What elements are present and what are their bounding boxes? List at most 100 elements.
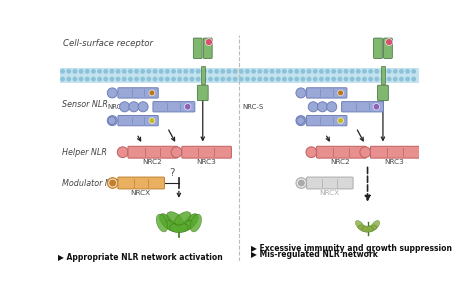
Ellipse shape: [160, 214, 174, 229]
Ellipse shape: [184, 214, 198, 229]
Circle shape: [411, 69, 416, 74]
Circle shape: [109, 69, 114, 74]
Circle shape: [196, 76, 201, 81]
Circle shape: [107, 178, 118, 188]
Circle shape: [306, 76, 311, 81]
Ellipse shape: [164, 220, 182, 232]
Circle shape: [91, 69, 96, 74]
Circle shape: [338, 90, 344, 96]
Circle shape: [331, 76, 336, 81]
Circle shape: [122, 76, 127, 81]
Bar: [201, 66, 205, 84]
Circle shape: [190, 69, 194, 74]
Circle shape: [360, 147, 371, 158]
FancyBboxPatch shape: [118, 88, 158, 98]
Circle shape: [184, 69, 188, 74]
Circle shape: [399, 69, 404, 74]
Circle shape: [226, 69, 232, 74]
Circle shape: [233, 76, 238, 81]
Circle shape: [325, 76, 330, 81]
Bar: [60, 67, 419, 83]
Circle shape: [344, 76, 348, 81]
Circle shape: [208, 76, 213, 81]
Circle shape: [405, 69, 410, 74]
Text: NRC2: NRC2: [142, 159, 162, 165]
Circle shape: [368, 76, 373, 81]
Circle shape: [226, 76, 232, 81]
Circle shape: [116, 76, 120, 81]
Circle shape: [202, 76, 207, 81]
FancyBboxPatch shape: [306, 115, 347, 126]
Circle shape: [146, 76, 151, 81]
Circle shape: [288, 76, 293, 81]
FancyBboxPatch shape: [182, 146, 232, 158]
Text: Modulator NLR: Modulator NLR: [62, 178, 121, 188]
Circle shape: [245, 69, 250, 74]
Circle shape: [129, 102, 139, 112]
Circle shape: [153, 76, 157, 81]
FancyBboxPatch shape: [198, 85, 208, 100]
Circle shape: [399, 76, 404, 81]
Circle shape: [208, 69, 213, 74]
Circle shape: [109, 76, 114, 81]
Text: NRCX: NRCX: [319, 190, 339, 195]
Circle shape: [103, 76, 108, 81]
Circle shape: [296, 178, 307, 188]
Circle shape: [381, 69, 385, 74]
Text: Helper NLR: Helper NLR: [62, 148, 107, 157]
Circle shape: [294, 76, 299, 81]
Circle shape: [338, 118, 344, 124]
Ellipse shape: [156, 214, 168, 232]
Text: NRCX: NRCX: [130, 190, 150, 195]
Circle shape: [296, 116, 306, 126]
Circle shape: [362, 69, 367, 74]
Text: NRC2: NRC2: [331, 159, 350, 165]
Circle shape: [184, 103, 191, 110]
Circle shape: [356, 76, 361, 81]
Text: Cell-surface receptor: Cell-surface receptor: [64, 39, 153, 48]
Text: NRC3: NRC3: [385, 159, 404, 165]
Circle shape: [368, 69, 373, 74]
Circle shape: [171, 69, 176, 74]
Circle shape: [337, 76, 342, 81]
Circle shape: [202, 69, 207, 74]
Circle shape: [146, 69, 151, 74]
Text: ▶ Mis-regulated NLR network: ▶ Mis-regulated NLR network: [250, 250, 377, 259]
Ellipse shape: [170, 223, 188, 233]
Circle shape: [109, 179, 117, 187]
FancyBboxPatch shape: [370, 146, 420, 158]
Circle shape: [214, 76, 219, 81]
Circle shape: [362, 76, 367, 81]
FancyBboxPatch shape: [306, 88, 347, 98]
Circle shape: [107, 116, 117, 126]
Circle shape: [205, 39, 212, 45]
Circle shape: [122, 69, 127, 74]
Circle shape: [269, 76, 275, 81]
Circle shape: [134, 69, 139, 74]
Circle shape: [85, 69, 90, 74]
Circle shape: [337, 69, 342, 74]
Circle shape: [134, 76, 139, 81]
Circle shape: [393, 76, 398, 81]
Circle shape: [288, 69, 293, 74]
Ellipse shape: [366, 225, 377, 232]
Text: ▶ Appropriate NLR network activation: ▶ Appropriate NLR network activation: [58, 253, 223, 262]
FancyBboxPatch shape: [377, 85, 389, 100]
Circle shape: [140, 76, 145, 81]
Circle shape: [306, 147, 317, 158]
Circle shape: [318, 102, 327, 112]
Text: ▶ Excessive immunity and growth suppression: ▶ Excessive immunity and growth suppress…: [250, 244, 452, 253]
Circle shape: [276, 76, 281, 81]
Circle shape: [327, 102, 337, 112]
FancyBboxPatch shape: [204, 38, 212, 58]
Circle shape: [300, 69, 305, 74]
Circle shape: [251, 69, 256, 74]
Circle shape: [233, 69, 238, 74]
Circle shape: [107, 88, 117, 98]
Circle shape: [344, 69, 348, 74]
Circle shape: [159, 69, 163, 74]
Circle shape: [375, 76, 379, 81]
Ellipse shape: [167, 212, 183, 225]
FancyBboxPatch shape: [128, 146, 177, 158]
Circle shape: [405, 76, 410, 81]
